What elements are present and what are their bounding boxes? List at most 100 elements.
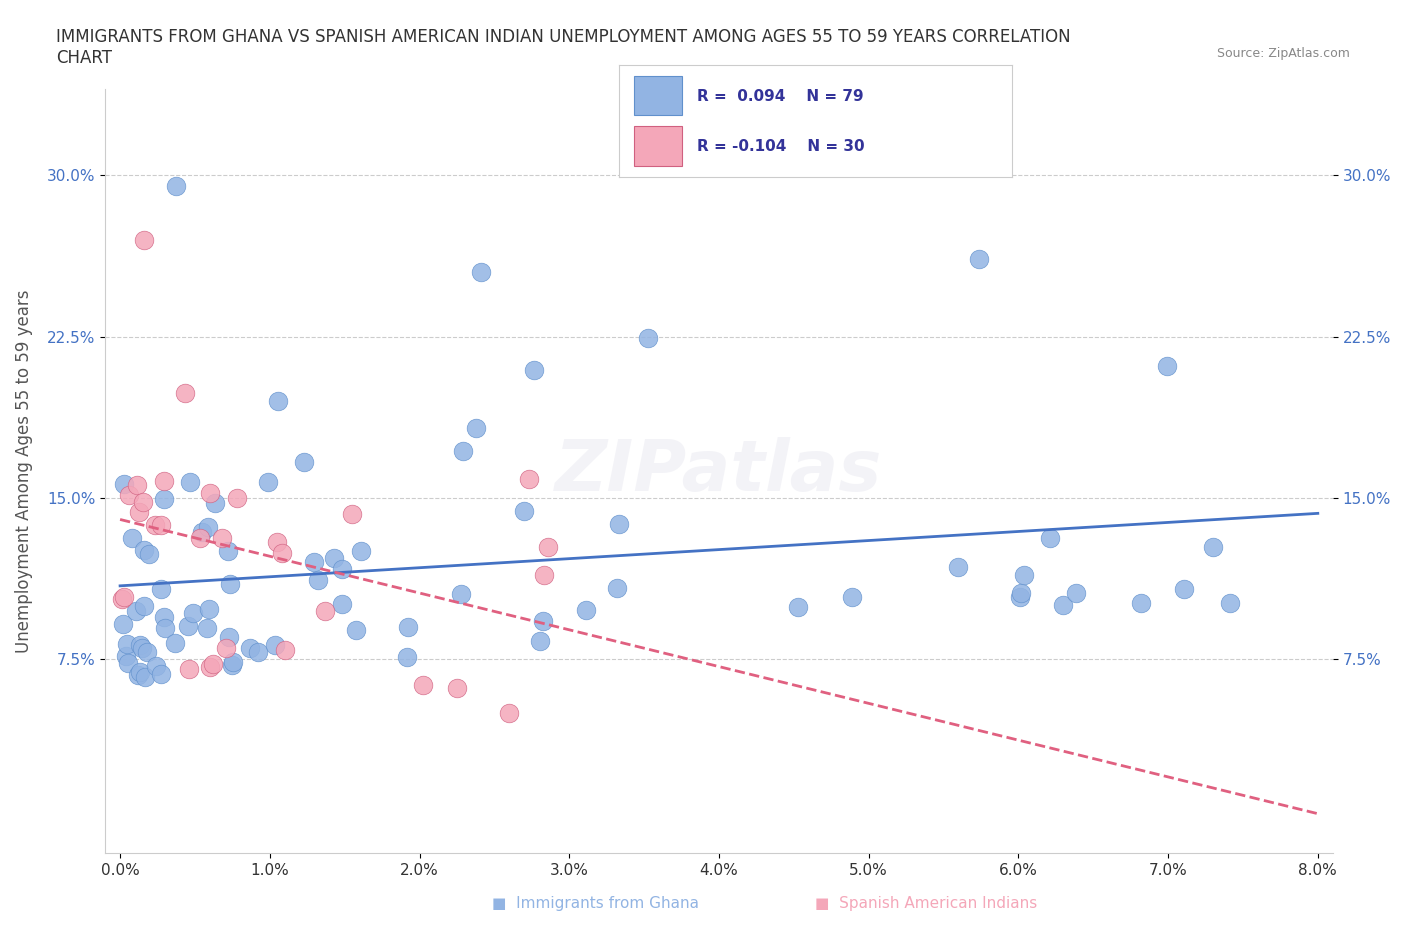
Point (138, 547, 160, 562)
Point (177, 619, 200, 634)
Point (127, 478, 149, 493)
Point (128, 505, 150, 520)
Point (841, 590, 863, 604)
Point (134, 232, 156, 247)
Text: ■  Immigrants from Ghana: ■ Immigrants from Ghana (492, 897, 699, 911)
Point (218, 630, 240, 644)
Point (153, 473, 176, 488)
FancyBboxPatch shape (634, 76, 682, 115)
Point (211, 531, 233, 546)
Point (198, 485, 221, 500)
Point (150, 581, 173, 596)
Point (129, 638, 152, 653)
Point (344, 623, 367, 638)
Point (112, 590, 135, 604)
Point (523, 363, 546, 378)
Point (134, 543, 156, 558)
Point (204, 496, 226, 511)
Point (135, 644, 157, 659)
Point (127, 668, 149, 683)
Point (1202, 540, 1225, 555)
Point (214, 641, 236, 656)
Point (202, 657, 225, 671)
Point (1012, 567, 1035, 582)
Point (340, 506, 363, 521)
Point (575, 603, 598, 618)
Point (498, 706, 520, 721)
Point (226, 491, 249, 506)
Point (1173, 582, 1195, 597)
Point (134, 599, 156, 614)
Point (191, 525, 214, 539)
Point (124, 604, 146, 618)
Point (177, 661, 200, 676)
Point (1219, 596, 1241, 611)
Point (131, 641, 153, 656)
Point (513, 503, 536, 518)
Text: R =  0.094    N = 79: R = 0.094 N = 79 (697, 89, 865, 104)
Y-axis label: Unemployment Among Ages 55 to 59 years: Unemployment Among Ages 55 to 59 years (15, 289, 32, 653)
Point (531, 614, 554, 629)
Point (150, 518, 173, 533)
Point (537, 539, 560, 554)
Point (1064, 585, 1087, 600)
Point (465, 420, 488, 435)
Point (302, 554, 325, 569)
Point (163, 635, 186, 650)
Point (606, 580, 628, 595)
Point (143, 517, 166, 532)
Point (533, 567, 555, 582)
Point (470, 265, 492, 280)
Point (173, 386, 195, 401)
Point (112, 476, 135, 491)
Point (350, 543, 373, 558)
Point (200, 659, 222, 674)
Point (217, 543, 239, 558)
Text: IMMIGRANTS FROM GHANA VS SPANISH AMERICAN INDIAN UNEMPLOYMENT AMONG AGES 55 TO 5: IMMIGRANTS FROM GHANA VS SPANISH AMERICA… (56, 28, 1071, 67)
Point (267, 394, 290, 409)
Point (967, 251, 990, 266)
Point (1052, 598, 1074, 613)
Point (117, 656, 139, 671)
Point (179, 475, 201, 490)
Point (323, 551, 346, 565)
Point (190, 530, 212, 545)
FancyBboxPatch shape (634, 126, 682, 166)
Point (1129, 595, 1152, 610)
Point (110, 591, 132, 606)
Text: ■  Spanish American Indians: ■ Spanish American Indians (815, 897, 1038, 911)
Point (153, 620, 176, 635)
Point (195, 620, 218, 635)
Point (264, 638, 287, 653)
Point (446, 681, 468, 696)
Text: ZIPatlas: ZIPatlas (555, 437, 883, 506)
Point (529, 633, 551, 648)
Point (150, 667, 173, 682)
Point (117, 487, 139, 502)
Point (198, 602, 221, 617)
Point (274, 643, 297, 658)
Point (117, 637, 139, 652)
Point (132, 495, 155, 510)
Point (239, 641, 262, 656)
Point (637, 331, 659, 346)
Point (221, 658, 243, 672)
Point (1156, 358, 1178, 373)
Point (121, 530, 143, 545)
Text: R = -0.104    N = 30: R = -0.104 N = 30 (697, 140, 865, 154)
Point (145, 659, 167, 674)
Point (266, 535, 288, 550)
Point (395, 650, 418, 665)
Point (197, 519, 219, 534)
Point (256, 474, 278, 489)
Point (111, 617, 134, 631)
Point (946, 560, 969, 575)
Point (451, 444, 474, 458)
Point (1010, 586, 1032, 601)
Point (181, 605, 204, 620)
Point (129, 664, 152, 679)
Point (450, 587, 472, 602)
Point (412, 677, 434, 692)
Point (1039, 531, 1062, 546)
Point (152, 492, 174, 507)
